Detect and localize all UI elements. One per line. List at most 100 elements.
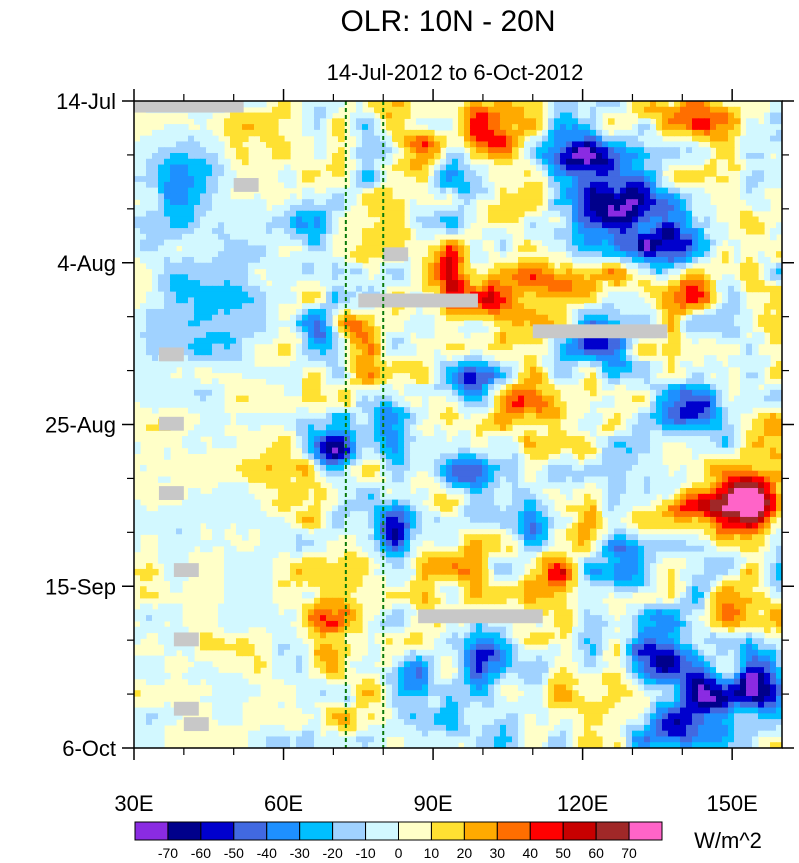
field-cell <box>608 372 615 379</box>
field-cell <box>260 412 267 420</box>
field-cell <box>446 412 453 420</box>
field-cell <box>746 147 753 154</box>
field-cell <box>548 308 555 316</box>
field-cell <box>626 187 633 195</box>
field-cell <box>236 355 243 362</box>
field-cell <box>770 366 777 374</box>
field-cell <box>776 152 782 160</box>
field-cell <box>440 124 447 131</box>
field-cell <box>656 176 663 183</box>
field-cell <box>206 389 213 397</box>
field-cell <box>554 239 561 247</box>
field-cell <box>608 193 615 200</box>
field-cell <box>698 378 705 385</box>
field-cell <box>686 216 693 223</box>
field-cell <box>248 124 255 131</box>
field-cell <box>602 274 609 281</box>
field-cell <box>644 308 651 316</box>
field-cell <box>272 129 279 137</box>
field-cell <box>320 320 327 327</box>
field-cell <box>680 147 687 154</box>
field-cell <box>524 222 531 229</box>
field-cell <box>668 343 675 351</box>
field-cell <box>320 395 327 402</box>
field-cell <box>152 216 159 223</box>
field-cell <box>692 372 699 379</box>
field-cell <box>626 418 633 426</box>
field-cell <box>326 314 333 322</box>
field-cell <box>698 216 705 223</box>
field-cell <box>554 101 561 108</box>
field-cell <box>320 228 327 235</box>
field-cell <box>470 285 477 293</box>
field-cell <box>686 314 693 322</box>
field-cell <box>386 216 393 223</box>
field-cell <box>206 216 213 223</box>
field-cell <box>302 210 309 218</box>
field-cell <box>458 239 465 247</box>
field-cell <box>752 447 759 454</box>
field-cell <box>380 453 387 460</box>
field-cell <box>602 199 609 206</box>
field-cell <box>608 349 615 356</box>
field-cell <box>464 106 471 114</box>
field-cell <box>470 349 477 356</box>
field-cell <box>254 193 261 200</box>
field-cell <box>416 222 423 229</box>
field-cell <box>440 389 447 397</box>
field-cell <box>434 181 441 189</box>
field-cell <box>608 308 615 316</box>
field-cell <box>404 441 411 449</box>
field-cell <box>434 436 441 443</box>
field-cell <box>242 343 249 351</box>
field-cell <box>722 176 729 183</box>
field-cell <box>332 441 339 449</box>
field-cell <box>374 430 381 437</box>
field-cell <box>326 372 333 379</box>
field-cell <box>170 141 177 148</box>
field-cell <box>488 291 495 299</box>
field-cell <box>560 181 567 189</box>
field-cell <box>140 308 147 316</box>
field-cell <box>722 251 729 258</box>
field-cell <box>362 378 369 385</box>
field-cell <box>452 268 459 275</box>
field-cell <box>530 395 537 402</box>
field-cell <box>284 181 291 189</box>
field-cell <box>140 326 147 333</box>
field-cell <box>470 129 477 137</box>
field-cell <box>152 176 159 183</box>
field-cell <box>710 141 717 148</box>
field-cell <box>386 228 393 235</box>
field-cell <box>650 222 657 229</box>
field-cell <box>152 285 159 293</box>
field-cell <box>230 303 237 310</box>
field-cell <box>332 418 339 426</box>
field-cell <box>548 262 555 270</box>
field-cell <box>674 228 681 235</box>
field-cell <box>218 430 225 437</box>
field-cell <box>386 147 393 154</box>
field-cell <box>482 360 489 368</box>
field-cell <box>260 326 267 333</box>
field-cell <box>284 176 291 183</box>
field-cell <box>662 176 669 183</box>
field-cell <box>776 228 782 235</box>
field-cell <box>164 216 171 223</box>
field-cell <box>470 360 477 368</box>
field-cell <box>422 268 429 275</box>
field-cell <box>614 274 621 281</box>
field-cell <box>560 216 567 223</box>
field-cell <box>578 245 585 252</box>
field-cell <box>728 308 735 316</box>
field-cell <box>668 251 675 258</box>
field-cell <box>758 285 765 293</box>
field-cell <box>560 280 567 287</box>
field-cell <box>680 187 687 195</box>
field-cell <box>530 268 537 275</box>
field-cell <box>362 170 369 177</box>
field-cell <box>494 436 501 443</box>
field-cell <box>326 407 333 414</box>
field-cell <box>518 118 525 125</box>
field-cell <box>302 418 309 426</box>
